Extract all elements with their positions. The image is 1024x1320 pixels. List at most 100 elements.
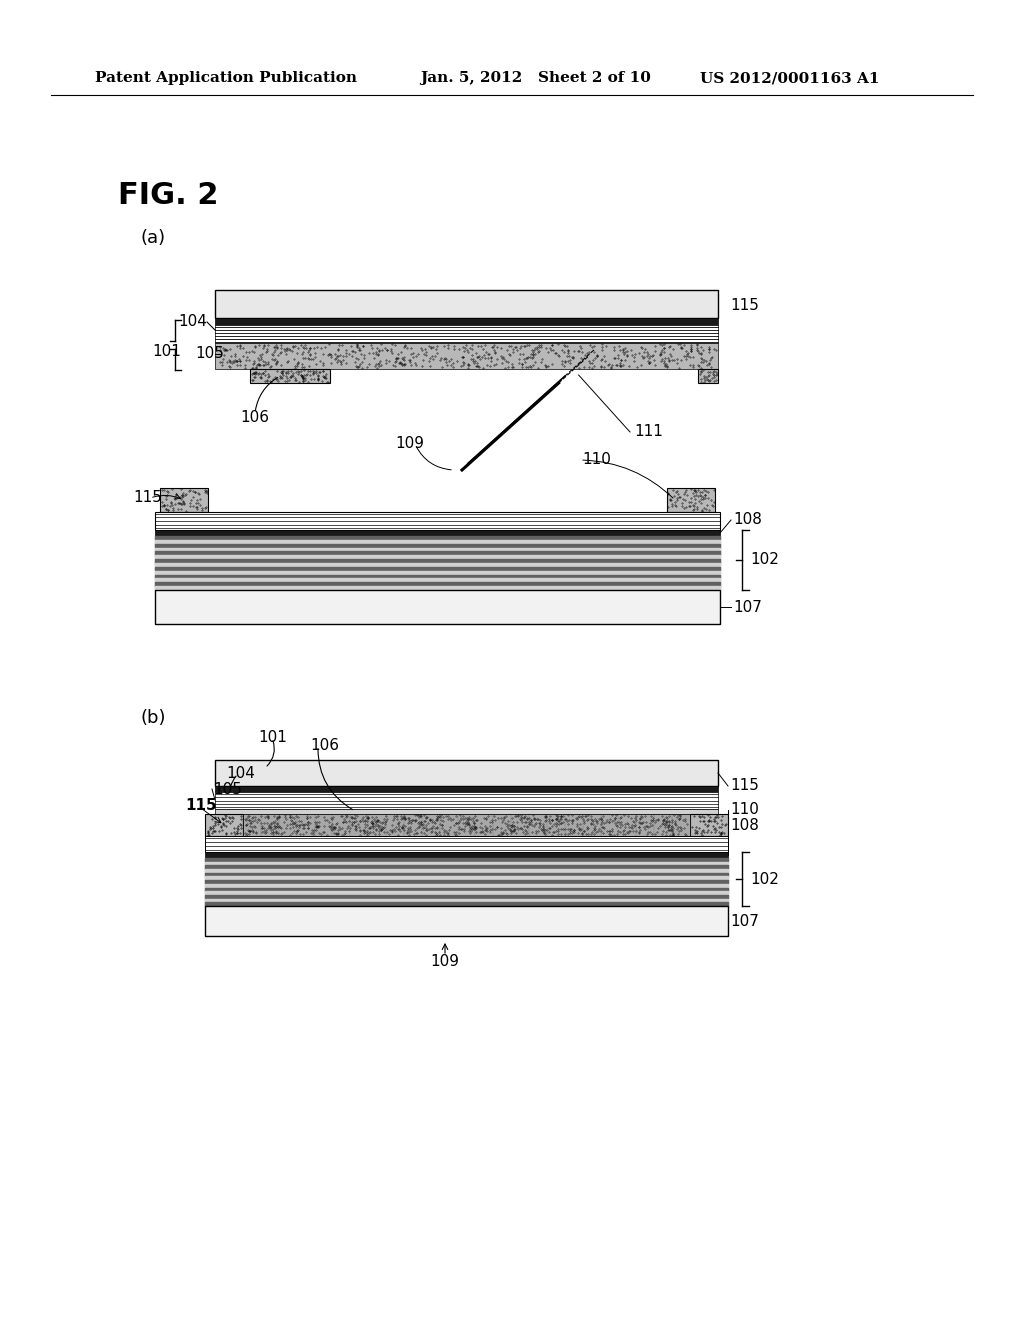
Point [693, 356, 710, 378]
Point [662, 810, 678, 832]
Point [282, 367, 298, 388]
Point [349, 335, 366, 356]
Point [672, 805, 688, 826]
Text: (a): (a) [140, 228, 165, 247]
Point [466, 818, 482, 840]
Point [575, 356, 592, 378]
Point [174, 484, 190, 506]
Point [374, 812, 390, 833]
Point [456, 818, 472, 840]
Point [631, 343, 647, 364]
Point [518, 347, 535, 368]
Point [537, 821, 553, 842]
Point [154, 479, 170, 500]
Point [523, 356, 540, 378]
Point [264, 368, 281, 389]
Point [248, 358, 264, 379]
Point [446, 824, 463, 845]
Point [676, 498, 692, 519]
Point [295, 370, 311, 391]
Point [439, 822, 456, 843]
Point [272, 362, 289, 383]
Point [594, 339, 610, 360]
Point [459, 808, 475, 829]
Point [305, 824, 322, 845]
Point [272, 334, 289, 355]
Point [304, 360, 321, 381]
Point [229, 350, 246, 371]
Point [348, 356, 365, 378]
Point [374, 818, 390, 840]
Point [536, 818, 552, 840]
Point [460, 342, 476, 363]
Point [451, 822, 467, 843]
Point [662, 814, 678, 836]
Point [397, 334, 414, 355]
Point [512, 338, 528, 359]
Point [440, 334, 457, 355]
Point [691, 818, 708, 840]
Point [550, 813, 566, 834]
Point [663, 490, 679, 511]
Point [669, 807, 685, 828]
Point [502, 345, 518, 366]
Point [512, 808, 528, 829]
Point [284, 810, 300, 832]
Text: 107: 107 [733, 599, 762, 615]
Text: (b): (b) [140, 709, 166, 727]
Point [306, 338, 323, 359]
Point [526, 813, 543, 834]
Point [400, 812, 417, 833]
Point [302, 807, 318, 828]
Point [379, 821, 395, 842]
Point [545, 339, 561, 360]
Point [553, 812, 569, 833]
Point [224, 352, 241, 374]
Point [339, 805, 355, 826]
Point [172, 487, 188, 508]
Point [295, 370, 311, 391]
Point [514, 810, 530, 832]
Point [672, 816, 688, 837]
Point [231, 822, 248, 843]
Point [366, 808, 382, 829]
Point [286, 817, 302, 838]
Bar [155, 590, 720, 624]
Point [557, 809, 573, 830]
Point [287, 368, 303, 389]
Point [474, 346, 490, 367]
Point [422, 355, 438, 376]
Point [638, 816, 654, 837]
Point [522, 813, 539, 834]
Point [373, 355, 389, 376]
Point [360, 354, 377, 375]
Point [288, 822, 304, 843]
Point [663, 335, 679, 356]
Point [470, 346, 486, 367]
Point [359, 808, 376, 829]
Point [573, 818, 590, 840]
Point [473, 821, 489, 842]
Point [519, 334, 536, 355]
Point [660, 805, 677, 826]
Point [274, 364, 291, 385]
Point [508, 337, 524, 358]
Point [433, 814, 450, 836]
Point [687, 488, 703, 510]
Point [514, 356, 530, 378]
Point [565, 341, 582, 362]
Point [462, 822, 478, 843]
Point [640, 822, 656, 843]
Point [568, 816, 585, 837]
Point [371, 339, 387, 360]
Point [325, 807, 341, 828]
Point [477, 814, 494, 836]
Point [421, 818, 437, 840]
Point [459, 813, 475, 834]
Point [265, 337, 282, 358]
Bar [155, 531, 720, 536]
Point [455, 337, 471, 358]
Point [409, 822, 425, 843]
Point [683, 339, 699, 360]
Point [424, 345, 440, 366]
